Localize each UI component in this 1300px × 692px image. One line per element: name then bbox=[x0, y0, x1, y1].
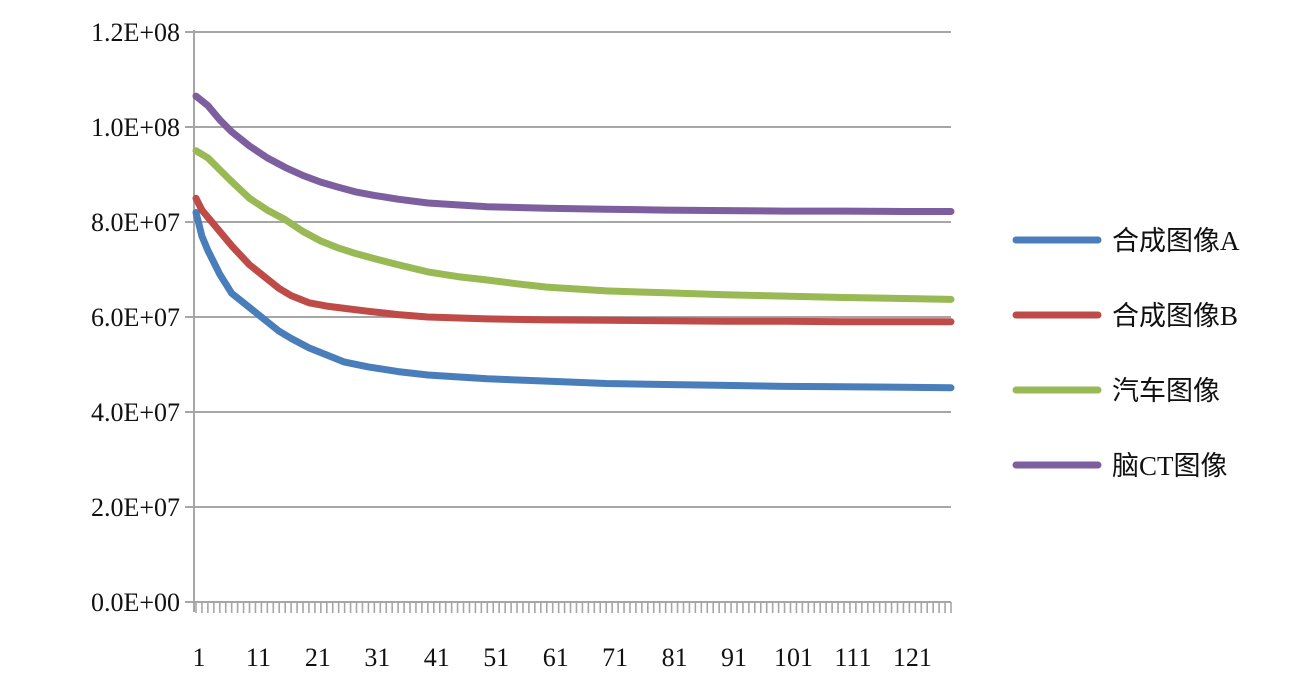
y-tick-label: 2.0E+07 bbox=[91, 493, 180, 522]
legend-label-2: 合成图像B bbox=[1112, 301, 1238, 331]
tick-labels: 0.0E+00 2.0E+07 4.0E+07 6.0E+07 8.0E+07 1.0E+… bbox=[91, 18, 932, 672]
series-line-1 bbox=[192, 209, 955, 392]
x-tick-label: 31 bbox=[364, 643, 390, 672]
legend-label-4: 脑CT图像 bbox=[1112, 451, 1228, 481]
legend-label-1: 合成图像A bbox=[1112, 226, 1240, 256]
x-tick-label: 81 bbox=[662, 643, 688, 672]
x-tick-label: 61 bbox=[543, 643, 569, 672]
y-tick-label: 4.0E+07 bbox=[91, 398, 180, 427]
series-line-3 bbox=[192, 147, 955, 303]
x-tick-label: 101 bbox=[774, 643, 813, 672]
x-tick-label: 11 bbox=[246, 643, 271, 672]
y-tick-label: 1.2E+08 bbox=[91, 18, 180, 47]
y-tick-label: 6.0E+07 bbox=[91, 303, 180, 332]
y-tick-label: 0.0E+00 bbox=[91, 588, 180, 617]
series-lines bbox=[192, 92, 955, 392]
x-tick-label: 121 bbox=[893, 643, 932, 672]
x-tick-label: 91 bbox=[721, 643, 747, 672]
x-tick-label: 41 bbox=[424, 643, 450, 672]
legend-label-3: 汽车图像 bbox=[1112, 376, 1220, 406]
axes bbox=[185, 30, 952, 613]
x-tick-label: 71 bbox=[602, 643, 628, 672]
x-tick-label: 1 bbox=[193, 643, 206, 672]
y-tick-label: 8.0E+07 bbox=[91, 208, 180, 237]
x-tick-label: 51 bbox=[483, 643, 509, 672]
x-tick-label: 21 bbox=[305, 643, 331, 672]
series-line-4 bbox=[192, 92, 955, 215]
series-line-2 bbox=[192, 194, 955, 326]
x-tick-label: 111 bbox=[834, 643, 871, 672]
y-tick-label: 1.0E+08 bbox=[91, 113, 180, 142]
gridlines bbox=[194, 31, 951, 508]
